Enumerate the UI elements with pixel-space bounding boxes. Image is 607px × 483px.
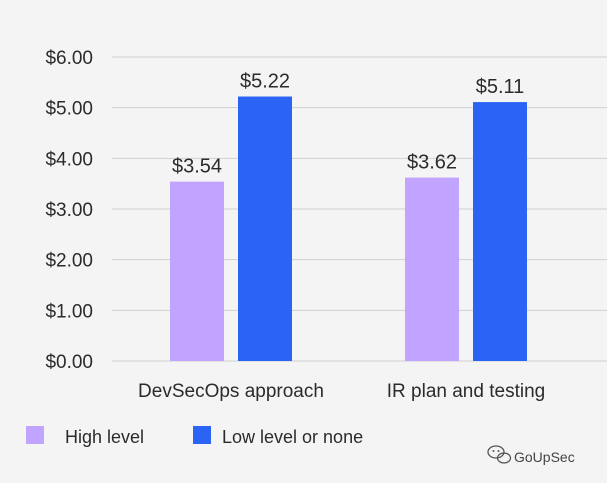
watermark-text: GoUpSec — [514, 449, 575, 465]
y-tick-label-0: $0.00 — [45, 352, 93, 373]
bars — [170, 96, 527, 362]
category-label-0: DevSecOps approach — [138, 381, 324, 402]
y-tick-label-1: $1.00 — [45, 301, 93, 322]
legend-swatch-low-level — [193, 426, 211, 444]
bar-0-0 — [170, 181, 224, 361]
data-label-0-1: $5.22 — [240, 71, 290, 93]
legend-swatch-high-level — [26, 426, 44, 444]
legend-label-low-level: Low level or none — [222, 427, 363, 447]
data-labels: $3.54 $5.22 $3.62 $5.11 — [172, 71, 524, 178]
y-tick-label-3: $3.00 — [45, 200, 93, 221]
y-axis-ticks: $0.00 $1.00 $2.00 $3.00 $4.00 $5.00 $6.00 — [45, 48, 93, 373]
watermark: GoUpSec — [487, 445, 575, 465]
bar-0-1 — [238, 96, 292, 362]
wechat-icon — [487, 445, 512, 464]
data-label-1-0: $3.62 — [407, 152, 457, 174]
y-tick-label-4: $4.00 — [45, 149, 93, 170]
x-axis-categories: DevSecOps approach IR plan and testing — [138, 381, 545, 402]
data-label-0-0: $3.54 — [172, 156, 222, 178]
legend-label-high-level: High level — [65, 427, 144, 447]
bar-1-1 — [473, 102, 527, 362]
y-tick-label-2: $2.00 — [45, 251, 93, 272]
category-label-1: IR plan and testing — [387, 381, 545, 402]
bar-1-0 — [405, 177, 459, 361]
data-label-1-1: $5.11 — [476, 76, 525, 98]
legend: High level Low level or none — [26, 426, 363, 447]
y-tick-label-5: $5.00 — [45, 99, 93, 120]
y-tick-label-6: $6.00 — [45, 48, 93, 69]
